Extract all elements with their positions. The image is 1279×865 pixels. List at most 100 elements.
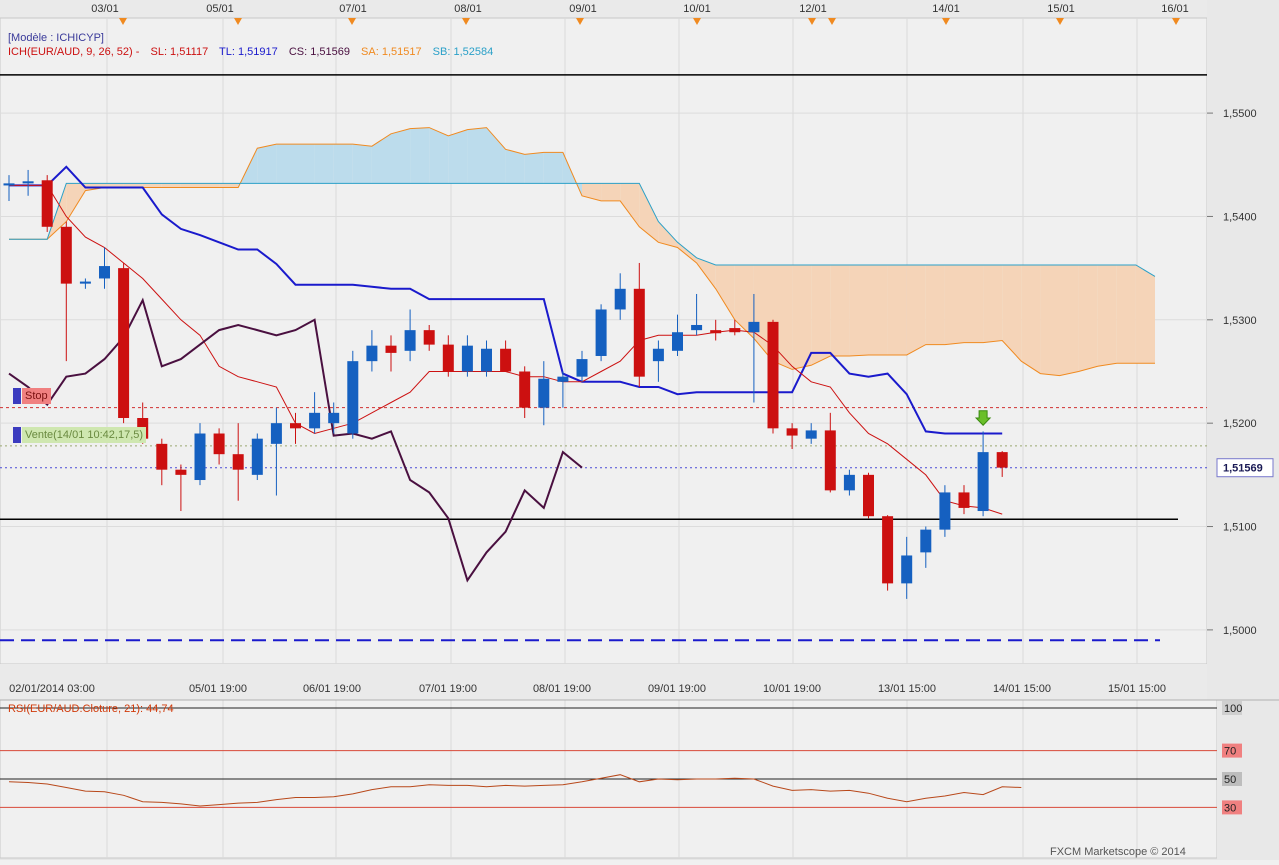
top-date-label: 16/01 <box>1161 3 1189 15</box>
session-marker <box>828 18 836 25</box>
kumo-segment <box>524 152 544 184</box>
bottom-date-label: 13/01 15:00 <box>878 683 936 695</box>
rsi-level-box <box>1222 772 1242 786</box>
candle-body <box>60 226 72 284</box>
candle-body <box>519 371 531 408</box>
y-tick-label: 1,5000 <box>1223 625 1257 637</box>
candle-body <box>863 474 874 517</box>
candle-body <box>767 321 779 429</box>
bottom-date-label: 05/01 19:00 <box>189 683 247 695</box>
kumo-segment <box>639 183 659 243</box>
candle-body <box>652 348 664 362</box>
candle-body <box>786 428 798 436</box>
rsi-level-box <box>1222 743 1242 758</box>
sell-marker-label[interactable]: Vente(14/01 10:42,17,5) <box>22 427 147 443</box>
bottom-date-label: 08/01 19:00 <box>533 683 591 695</box>
candle-body <box>328 412 340 424</box>
kumo-segment <box>505 149 525 184</box>
stop-marker-label[interactable]: Stop <box>22 388 51 404</box>
kumo-segment <box>1135 265 1155 364</box>
candle-body <box>251 438 263 475</box>
sell-marker-handle[interactable] <box>13 427 21 443</box>
top-date-label: 15/01 <box>1047 3 1075 15</box>
candle-body <box>290 423 301 429</box>
kumo-segment <box>734 265 754 339</box>
kumo-segment <box>849 265 869 356</box>
candle-body <box>538 378 550 408</box>
y-tick-label: 1,5300 <box>1223 315 1257 327</box>
indicator-legend: ICH(EUR/AUD, 9, 26, 52) - SL: 1,51117 TL… <box>8 46 501 59</box>
kumo-segment <box>620 183 640 227</box>
price-axis-panel <box>1207 0 1279 700</box>
top-date-label: 10/01 <box>683 3 711 15</box>
kumo-segment <box>333 144 353 184</box>
current-price-label: 1,51569 <box>1223 463 1263 475</box>
candle-body <box>939 492 951 530</box>
kumo-segment <box>391 128 411 184</box>
kumo-segment <box>448 129 468 184</box>
candle-body <box>843 474 855 491</box>
kumo-segment <box>601 183 621 201</box>
y-tick-label: 1,5200 <box>1223 418 1257 430</box>
candle-body <box>614 288 626 310</box>
candle-body <box>882 516 894 584</box>
kumo-segment <box>582 183 602 201</box>
candle-body <box>175 469 187 475</box>
kumo-segment <box>1040 265 1060 376</box>
indicator-sb: SB: 1,52584 <box>432 46 494 58</box>
kumo-segment <box>467 127 487 184</box>
candle-body <box>270 423 282 444</box>
candle-body <box>3 183 15 186</box>
bottom-date-label: 15/01 15:00 <box>1108 683 1166 695</box>
top-date-label: 07/01 <box>339 3 367 15</box>
candle-body <box>99 266 110 279</box>
rsi-level-label: 50 <box>1224 774 1236 786</box>
model-label: [Modèle : ICHICYP] <box>8 32 104 44</box>
indicator-sl: SL: 1,51117 <box>150 46 209 58</box>
kumo-segment <box>410 127 430 184</box>
candle-body <box>366 345 378 362</box>
kumo-segment <box>658 221 678 248</box>
kijun-sen-line <box>9 165 1003 435</box>
kumo-segment <box>486 127 506 184</box>
kumo-segment <box>925 265 945 345</box>
indicator-sa: SA: 1,51517 <box>361 46 422 58</box>
session-marker <box>348 18 356 25</box>
session-marker <box>808 18 816 25</box>
kumo-segment <box>142 183 162 188</box>
bottom-date-label: 02/01/2014 03:00 <box>9 683 95 695</box>
candle-body <box>423 330 435 345</box>
kumo-segment <box>1021 265 1041 374</box>
candle-body <box>41 180 53 227</box>
kumo-segment <box>1078 265 1098 372</box>
kumo-segment <box>219 183 239 188</box>
top-date-label: 08/01 <box>454 3 482 15</box>
candle-body <box>481 348 492 372</box>
session-marker <box>1172 18 1180 25</box>
rsi-line <box>8 774 1022 807</box>
top-date-strip <box>0 0 1207 18</box>
candle-body <box>309 412 321 429</box>
stop-marker-handle[interactable] <box>13 388 21 404</box>
kumo-segment <box>983 265 1003 343</box>
kumo-segment <box>887 265 907 355</box>
candle-body <box>213 433 225 455</box>
candle-body <box>729 328 741 333</box>
bottom-date-strip <box>0 664 1207 700</box>
current-price-box <box>1216 458 1274 478</box>
footer-copyright: FXCM Marketscope © 2014 <box>1050 846 1186 858</box>
rsi-level-box <box>1222 800 1242 815</box>
kumo-segment <box>715 265 735 320</box>
top-date-label: 12/01 <box>799 3 827 15</box>
kumo-segment <box>295 144 315 184</box>
candle-body <box>232 454 244 470</box>
indicator-name: ICH(EUR/AUD, 9, 26, 52) - <box>8 46 140 58</box>
kumo-segment <box>276 144 296 184</box>
bottom-date-label: 09/01 19:00 <box>648 683 706 695</box>
candle-body <box>958 492 970 508</box>
candle-body <box>194 433 206 481</box>
y-tick-label: 1,5100 <box>1223 522 1257 534</box>
top-date-label: 05/01 <box>206 3 234 15</box>
bottom-date-label: 10/01 19:00 <box>763 683 821 695</box>
